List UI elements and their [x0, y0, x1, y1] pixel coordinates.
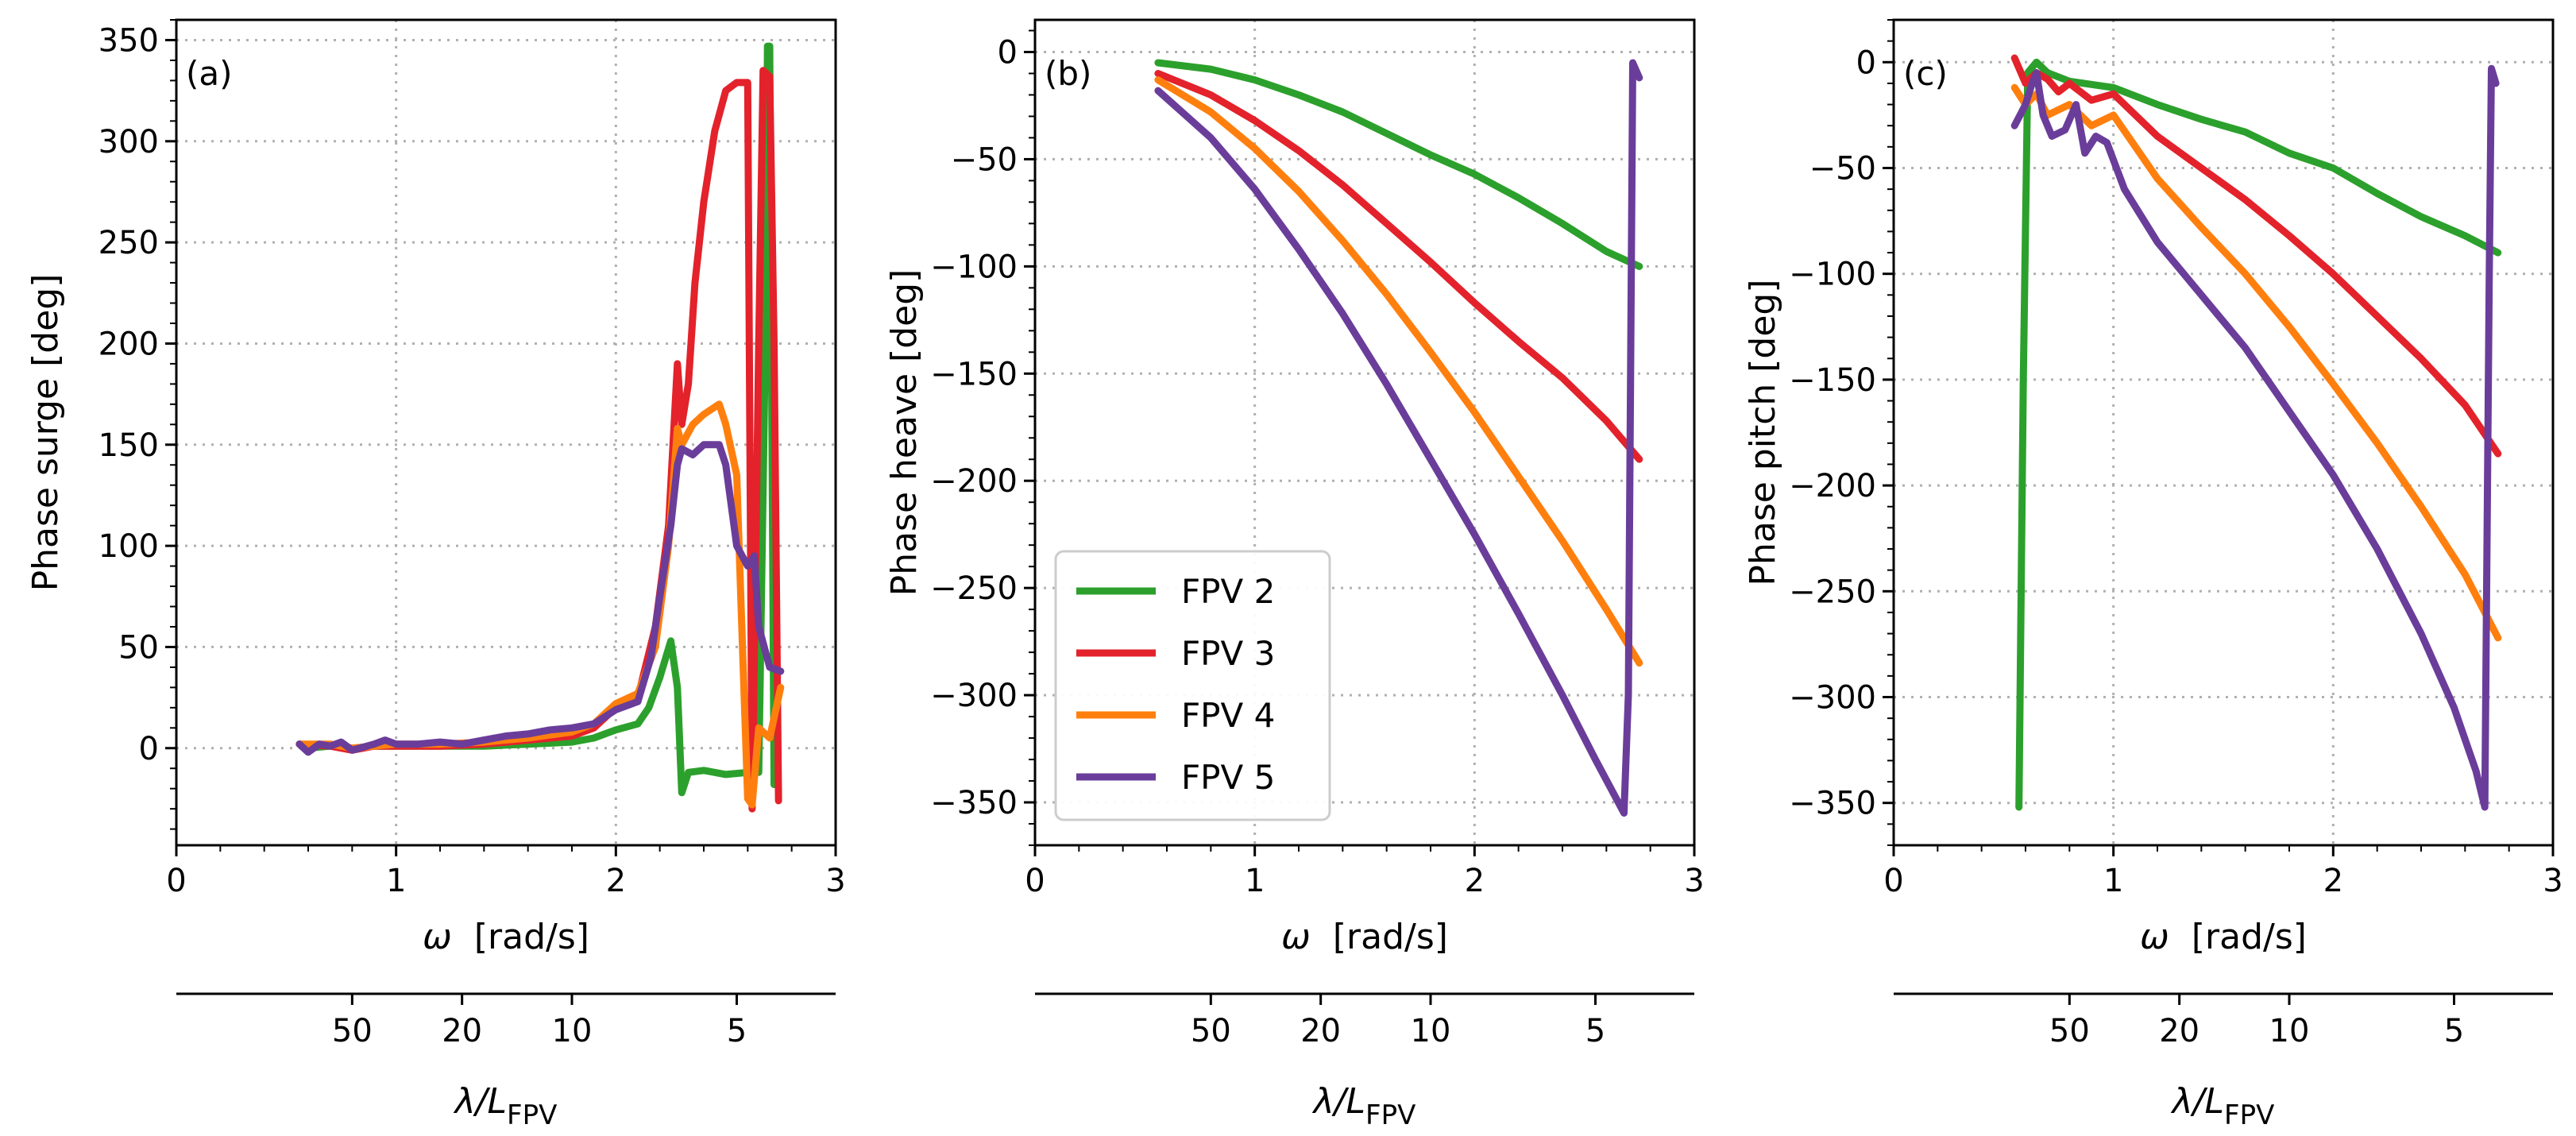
y-tick-label: −250	[930, 570, 1018, 607]
series-line-fpv-3	[2010, 54, 2502, 458]
legend-box	[1054, 550, 1331, 821]
y-tick-label: 0	[998, 34, 1018, 71]
y-tick-label: −350	[930, 785, 1018, 821]
secondary-tick-label: 5	[727, 1013, 747, 1049]
panel-a: 0 1 2 3 0 50 100 150 200 250 300 350 (a) Phase surge …	[25, 18, 846, 1131]
secondary-axis-label: λ/LFPV	[1312, 1081, 1416, 1131]
series-line-fpv-2	[1154, 59, 1643, 270]
secondary-axis-sub: FPV	[1365, 1099, 1415, 1131]
y-tick-label: −150	[1789, 362, 1876, 399]
axes-frame	[1892, 18, 2555, 847]
x-axis-label: ω [rad/s]	[2140, 917, 2307, 957]
axes-frame	[175, 18, 837, 847]
y-tick-label: −300	[1789, 680, 1876, 717]
series-line-fpv-5	[1154, 59, 1643, 817]
y-tick-label: 50	[118, 629, 159, 666]
panel-c: 0 1 2 3 0 −50 −100 −150 −200 −250 −300 −350 (c) Phase…	[1743, 18, 2563, 1131]
y-tick-label: 100	[98, 528, 159, 565]
secondary-tick-label: 10	[552, 1013, 593, 1049]
x-axis-unit: [rad/s]	[1333, 917, 1448, 957]
secondary-tick-label: 20	[442, 1013, 482, 1049]
x-tick-label: 3	[2543, 863, 2562, 899]
secondary-axis-label: λ/LFPV	[454, 1081, 558, 1131]
x-tick-label: 3	[1684, 863, 1704, 899]
panel-label: (a)	[186, 54, 233, 93]
y-axis-label: Phase pitch [deg]	[1743, 279, 1783, 585]
x-axis-symbol: ω	[1281, 917, 1311, 957]
x-tick-label: 1	[386, 863, 406, 899]
x-tick-label: 0	[1883, 863, 1903, 899]
y-tick-label: −100	[1789, 257, 1876, 293]
panel-b: 0 1 2 3 0 −50 −100 −150 −200 −250 −300 −350 (b) Phase…	[884, 18, 1705, 1131]
panel-label: (b)	[1045, 54, 1091, 93]
y-tick-label: −250	[1789, 574, 1876, 610]
secondary-tick-label: 5	[2444, 1013, 2464, 1049]
x-axis-symbol: ω	[2140, 917, 2169, 957]
series-line-fpv-3	[1154, 70, 1643, 463]
legend-label: FPV 2	[1181, 572, 1275, 611]
y-tick-label: 200	[98, 326, 159, 362]
x-axis-label: ω [rad/s]	[1281, 917, 1448, 957]
y-tick-label: 350	[98, 22, 159, 59]
legend-label: FPV 3	[1181, 634, 1275, 673]
secondary-tick-label: 10	[1411, 1013, 1451, 1049]
y-tick-label: 250	[98, 225, 159, 261]
x-tick-label: 0	[166, 863, 186, 899]
secondary-tick-label: 10	[2269, 1013, 2310, 1049]
secondary-axis-sub: FPV	[507, 1099, 557, 1131]
series-line-fpv-4	[1154, 76, 1643, 667]
secondary-tick-label: 20	[2159, 1013, 2199, 1049]
y-tick-label: 0	[139, 731, 159, 767]
x-tick-label: 1	[1245, 863, 1265, 899]
y-tick-label: −300	[930, 678, 1018, 714]
panel-label: (c)	[1903, 54, 1948, 93]
secondary-axis-main: λ/L	[454, 1081, 507, 1122]
x-tick-label: 3	[825, 863, 845, 899]
secondary-axis-label: λ/LFPV	[2171, 1081, 2275, 1131]
series-line-fpv-5	[295, 441, 785, 756]
y-tick-label: −350	[1789, 786, 1876, 822]
series-line-fpv-3	[295, 67, 782, 813]
x-axis-unit: [rad/s]	[2192, 917, 2307, 957]
y-axis-label: Phase surge [deg]	[25, 274, 66, 592]
legend-label: FPV 5	[1181, 758, 1275, 797]
secondary-axis-main: λ/L	[2171, 1081, 2224, 1122]
axes-frame	[1033, 18, 1696, 847]
y-tick-label: 150	[98, 427, 159, 464]
secondary-axis-main: λ/L	[1312, 1081, 1365, 1122]
x-axis-symbol: ω	[423, 917, 452, 957]
y-tick-label: 0	[1856, 44, 1876, 81]
y-tick-label: 300	[98, 124, 159, 160]
series-line-fpv-2	[2015, 58, 2502, 811]
y-tick-label: −150	[930, 356, 1018, 392]
x-tick-label: 2	[606, 863, 626, 899]
secondary-tick-label: 20	[1300, 1013, 1341, 1049]
x-axis-unit: [rad/s]	[474, 917, 589, 957]
secondary-tick-label: 50	[2049, 1013, 2090, 1049]
secondary-axis-sub: FPV	[2224, 1099, 2274, 1131]
x-tick-label: 1	[2103, 863, 2123, 899]
secondary-tick-label: 50	[1191, 1013, 1231, 1049]
series-line-fpv-5	[2010, 64, 2500, 811]
y-tick-label: −50	[1809, 150, 1876, 187]
x-tick-label: 0	[1025, 863, 1045, 899]
x-axis-label: ω [rad/s]	[423, 917, 589, 957]
x-tick-label: 2	[1465, 863, 1485, 899]
secondary-tick-label: 50	[332, 1013, 373, 1049]
y-tick-label: −50	[951, 141, 1018, 178]
x-tick-label: 2	[2323, 863, 2343, 899]
secondary-tick-label: 5	[1585, 1013, 1605, 1049]
y-tick-label: −200	[930, 463, 1018, 500]
y-tick-label: −100	[930, 249, 1018, 285]
y-axis-label: Phase heave [deg]	[884, 269, 925, 597]
y-tick-label: −200	[1789, 468, 1876, 504]
legend-label: FPV 4	[1181, 696, 1275, 735]
